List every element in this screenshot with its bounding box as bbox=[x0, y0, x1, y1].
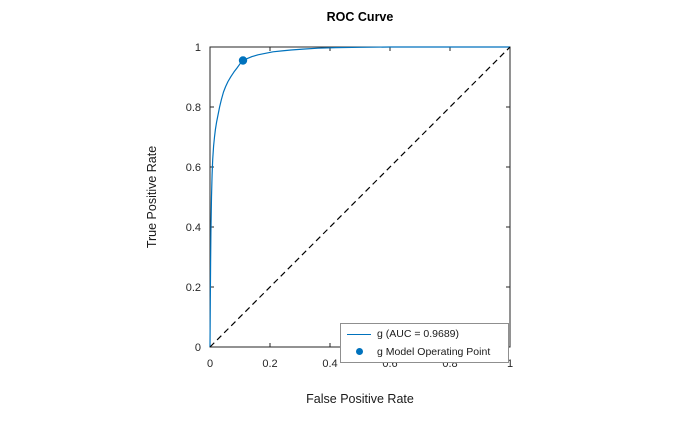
x-tick-label: 0.2 bbox=[262, 358, 277, 370]
legend-dot-sample bbox=[355, 348, 363, 356]
legend-line-sample bbox=[347, 333, 371, 335]
legend-label-operating-point: g Model Operating Point bbox=[377, 345, 491, 358]
y-tick-label: 0.6 bbox=[186, 162, 201, 174]
y-tick-label: 1 bbox=[195, 42, 201, 54]
y-tick-label: 0 bbox=[195, 342, 201, 354]
y-axis-label: True Positive Rate bbox=[145, 145, 159, 249]
x-tick-label: 1 bbox=[507, 358, 513, 370]
chart-title: ROC Curve bbox=[326, 10, 394, 24]
y-tick-label: 0.8 bbox=[186, 102, 201, 114]
series-diagonal-reference bbox=[209, 46, 511, 348]
legend-swatch-operating-point bbox=[341, 348, 377, 356]
series-roc-curve bbox=[209, 46, 510, 348]
legend[interactable]: g (AUC = 0.9689) g Model Operating Point bbox=[340, 323, 509, 363]
x-axis-label: False Positive Rate bbox=[306, 392, 414, 406]
x-tick-label: 0 bbox=[207, 358, 213, 370]
x-tick-label: 0.4 bbox=[322, 358, 337, 370]
y-tick-label: 0.4 bbox=[186, 222, 201, 234]
legend-label-roc: g (AUC = 0.9689) bbox=[377, 328, 460, 341]
legend-entry-operating-point: g Model Operating Point bbox=[341, 344, 508, 360]
marker-operating-point bbox=[238, 56, 248, 65]
legend-swatch-roc bbox=[341, 333, 377, 335]
y-tick-label: 0.2 bbox=[186, 282, 201, 294]
legend-entry-roc: g (AUC = 0.9689) bbox=[341, 326, 508, 342]
